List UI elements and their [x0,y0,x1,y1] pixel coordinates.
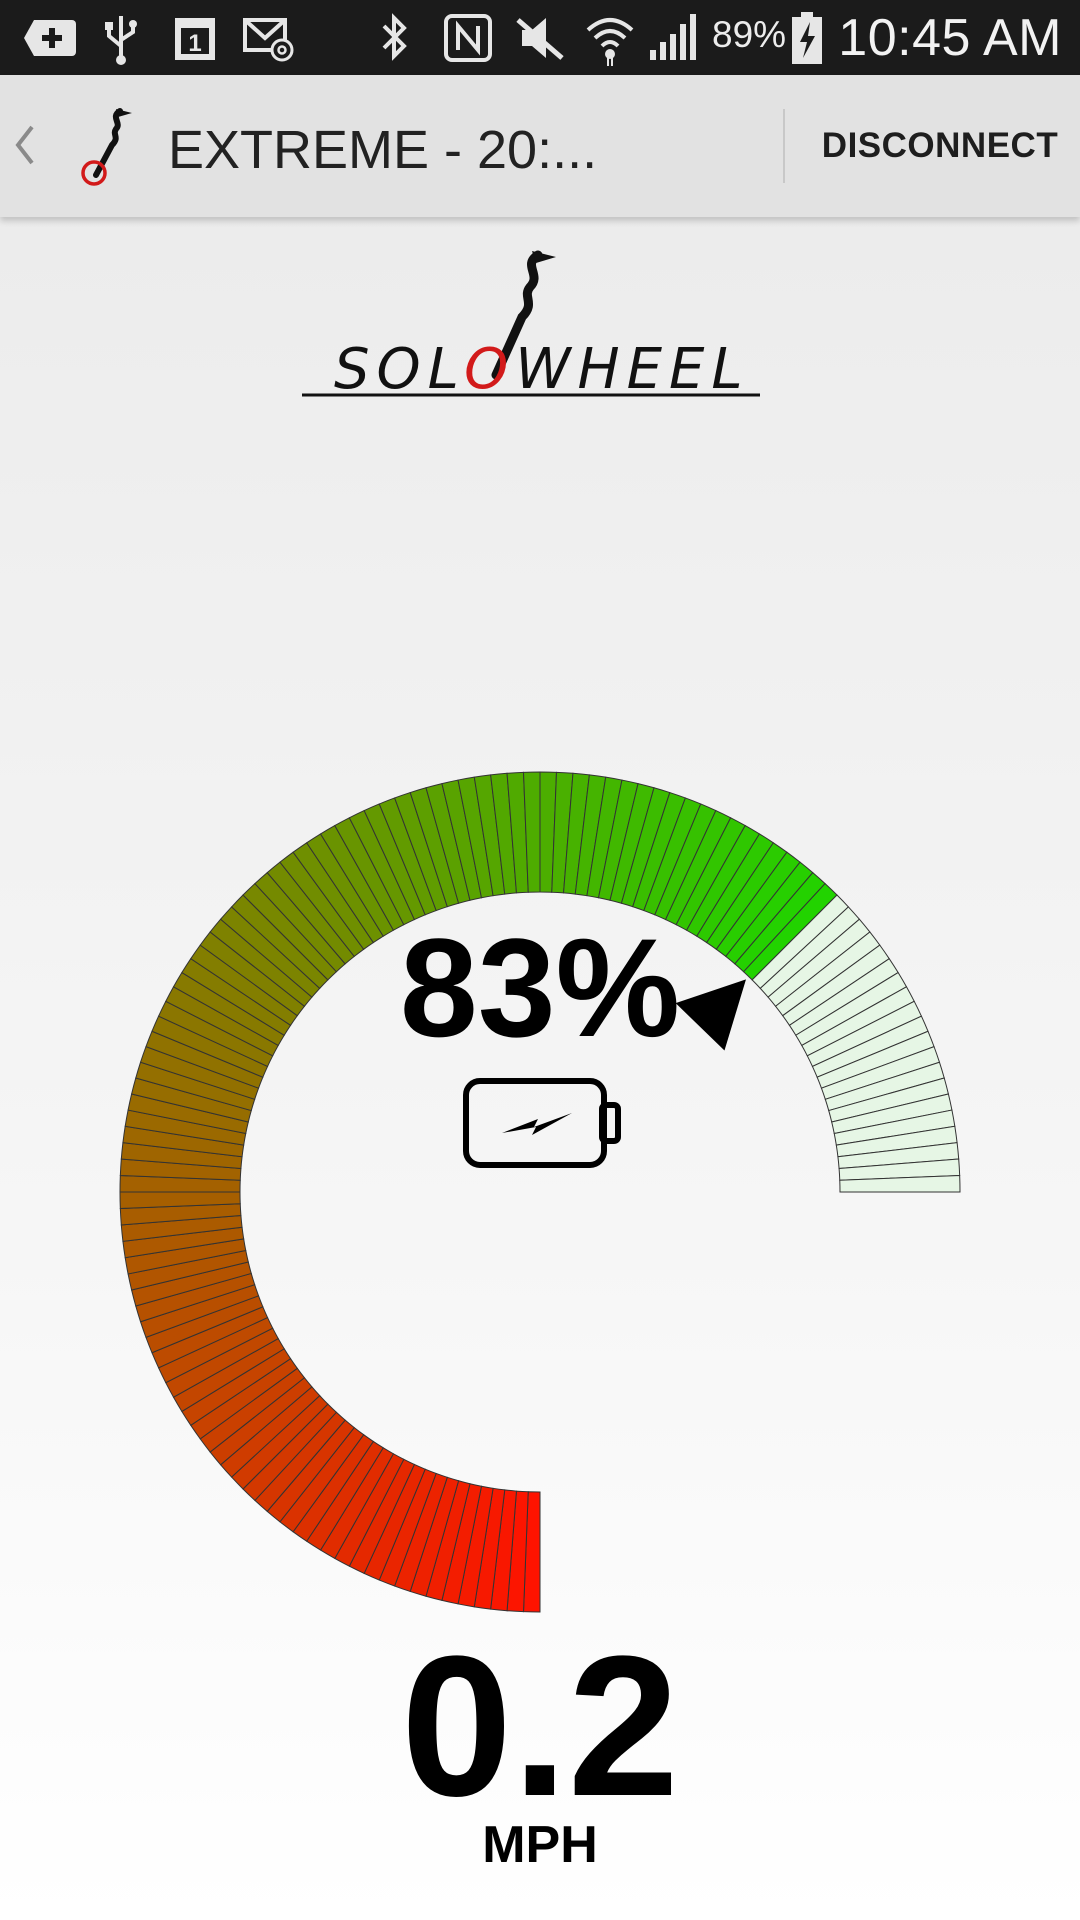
battery-percent-label: 83% [399,909,681,1066]
speed-unit: MPH [482,1816,598,1874]
calendar-icon: 1 [175,18,215,60]
status-time: 10:45 AM [838,9,1062,67]
battery-charging-large-icon [463,1078,621,1168]
disconnect-button[interactable]: DISCONNECT [821,126,1059,165]
solowheel-logo: SOLOWHEEL [290,247,790,402]
gauge-segment [839,1174,961,1193]
wifi-icon [586,18,634,66]
svg-text:1: 1 [188,30,201,57]
battery-gauge [119,771,961,1613]
status-bar: 1 89% 10:45 AM [0,0,1080,75]
action-bar: EXTREME - 20:... DISCONNECT [0,75,1080,217]
usb-icon [105,16,137,65]
signal-icon [650,14,696,60]
solowheel-app-icon [81,108,132,186]
back-chevron-icon[interactable] [10,119,40,171]
device-title: EXTREME - 20:... [168,120,598,180]
logo-wordmark: SOLOWHEEL [334,337,750,402]
speed-value: 0.2 [400,1615,680,1838]
logo-rider-mark [302,250,760,397]
action-divider [783,109,785,183]
battery-charging-icon [792,12,822,64]
nfc-icon [444,14,492,62]
bluetooth-icon [382,13,407,61]
gauge-pointer [675,979,746,1051]
mute-icon [516,18,564,60]
email-icon [243,18,294,62]
main-content: SOLOWHEEL 83% 0.2 MPH [0,217,1080,1920]
battery-percent: 89% [712,14,787,55]
add-icon [24,20,76,56]
